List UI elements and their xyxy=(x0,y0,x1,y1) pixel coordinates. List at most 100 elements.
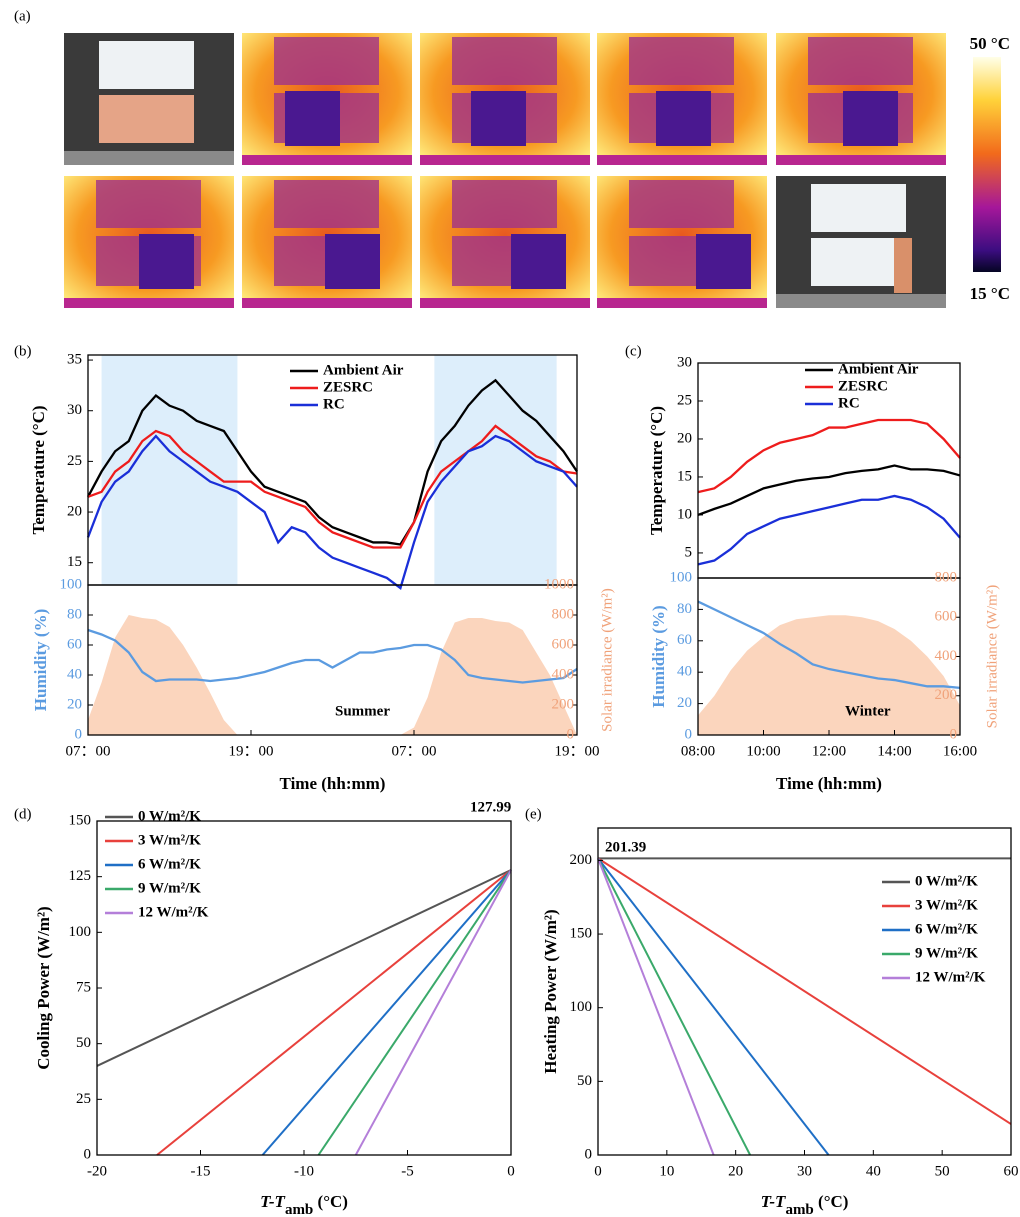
x-axis-label: Time (hh:mm) xyxy=(280,774,386,793)
y-tick-label: 100 xyxy=(60,576,83,592)
legend-label: 3 W/m²/K xyxy=(915,897,978,913)
y-tick-label: 50 xyxy=(577,1073,592,1089)
legend-label: RC xyxy=(838,395,860,411)
thermal-sample xyxy=(808,37,913,85)
legend-label: 0 W/m²/K xyxy=(138,808,201,824)
thermal-sample xyxy=(96,180,201,228)
panel-label: (a) xyxy=(14,8,31,24)
legend-label: 0 W/m²/K xyxy=(915,873,978,889)
y2-tick-label: 800 xyxy=(935,569,958,585)
x-tick-label: -20 xyxy=(87,1163,107,1179)
y2-tick-label: 800 xyxy=(552,606,575,622)
thermal-ruler xyxy=(242,298,412,308)
line xyxy=(597,857,830,1156)
y-tick-label: 150 xyxy=(570,925,593,941)
line xyxy=(87,628,578,684)
y-tick-label: 5 xyxy=(685,544,693,560)
x-tick-label: 08:00 xyxy=(681,743,715,759)
annotation: 127.99 xyxy=(470,799,511,815)
legend-label: Ambient Air xyxy=(838,361,919,377)
thermal-sample xyxy=(656,91,711,146)
legend-label: 3 W/m²/K xyxy=(138,832,201,848)
thermal-sample xyxy=(285,91,340,146)
y2-axis-label: Solar irradiance (W/m²) xyxy=(599,588,615,732)
thermal-sample xyxy=(843,91,898,146)
x-axis-label: T-Tamb (°C) xyxy=(761,1192,849,1217)
shaded-range xyxy=(101,355,238,585)
panel-label: (b) xyxy=(14,343,32,359)
x-tick-label: 0 xyxy=(594,1163,602,1179)
y2-axis-label: Solar irradiance (W/m²) xyxy=(984,585,1000,729)
y-tick-label: 50 xyxy=(76,1035,91,1051)
line xyxy=(354,869,512,1156)
y2-tick-label: 600 xyxy=(552,636,575,652)
plot-frame xyxy=(87,584,578,736)
x-axis-label-part: amb xyxy=(785,1202,813,1217)
sample-white xyxy=(811,238,906,286)
x-tick-label: 60 xyxy=(1004,1163,1019,1179)
thermal-sample xyxy=(274,180,379,228)
x-tick-label: 19：00 xyxy=(228,743,273,759)
thermal-ruler xyxy=(597,298,767,308)
y-tick-label: 100 xyxy=(670,569,693,585)
y-tick-label: 20 xyxy=(67,696,82,712)
legend-label: 9 W/m²/K xyxy=(915,945,978,961)
x-tick-label: 19：00 xyxy=(554,743,599,759)
y-tick-label: 80 xyxy=(677,601,692,617)
x-tick-label: 07：00 xyxy=(65,743,110,759)
thermal-sample xyxy=(274,37,379,85)
y-axis-label: Heating Power (W/m²) xyxy=(541,909,560,1073)
thermal-ruler xyxy=(242,155,412,165)
thermal-sample xyxy=(325,234,380,289)
legend-label: 6 W/m²/K xyxy=(915,921,978,937)
y-axis-label: Humidity (%) xyxy=(31,609,50,711)
line xyxy=(597,857,1012,1125)
y-tick-label: 0 xyxy=(84,1146,92,1162)
y-tick-label: 60 xyxy=(677,632,692,648)
y2-tick-label: 200 xyxy=(552,696,575,712)
y-tick-label: 0 xyxy=(75,726,83,742)
y-axis-label: Humidity (%) xyxy=(649,605,668,707)
thermal-sample xyxy=(471,91,526,146)
y2-tick-label: 400 xyxy=(552,666,575,682)
sample-white xyxy=(99,41,194,89)
y-tick-label: 15 xyxy=(677,468,692,484)
x-axis-label: T-Tamb (°C) xyxy=(260,1192,348,1217)
x-tick-label: 10 xyxy=(659,1163,674,1179)
line xyxy=(86,378,578,546)
ruler xyxy=(64,151,234,165)
y-axis-label: Temperature (°C) xyxy=(29,405,48,534)
line xyxy=(156,869,512,1156)
panel-label: (c) xyxy=(625,343,642,359)
colorbar-label: 50 °C xyxy=(970,34,1010,53)
x-axis-label-part: (°C) xyxy=(814,1192,849,1211)
colorbar xyxy=(973,57,1001,272)
y-tick-label: 25 xyxy=(67,453,82,469)
y2-tick-label: 0 xyxy=(950,726,958,742)
area xyxy=(698,615,960,735)
panel-label: (e) xyxy=(525,806,542,822)
shaded-range xyxy=(434,355,557,585)
thermal-ruler xyxy=(64,298,234,308)
line xyxy=(697,494,961,566)
legend-label: RC xyxy=(323,396,345,412)
thermal-ruler xyxy=(597,155,767,165)
x-axis-label: Time (hh:mm) xyxy=(776,774,882,793)
ruler xyxy=(776,294,946,308)
y-tick-label: 20 xyxy=(677,695,692,711)
panel-label: (d) xyxy=(14,806,32,822)
line xyxy=(597,857,715,1156)
thermal-ruler xyxy=(420,155,590,165)
line xyxy=(697,600,961,690)
annotation: Summer xyxy=(335,703,390,719)
y-tick-label: 20 xyxy=(67,503,82,519)
sample-white xyxy=(811,184,906,232)
y-tick-label: 200 xyxy=(570,852,593,868)
thermal-sample xyxy=(629,180,734,228)
sample-copper xyxy=(894,238,912,293)
y-tick-label: 30 xyxy=(677,354,692,370)
x-tick-label: -15 xyxy=(191,1163,211,1179)
y-tick-label: 100 xyxy=(69,924,92,940)
x-tick-label: 14:00 xyxy=(877,743,911,759)
x-tick-label: 30 xyxy=(797,1163,812,1179)
